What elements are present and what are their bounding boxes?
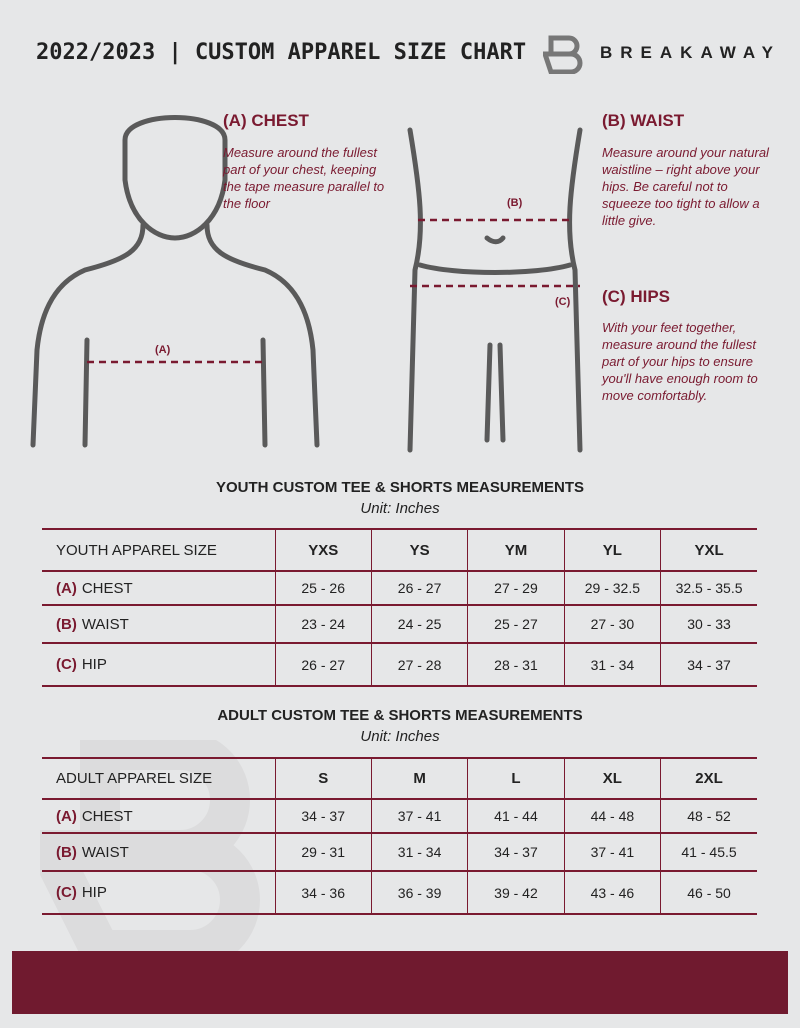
header-cell: ADULT APPAREL SIZE: [42, 757, 275, 800]
size-value: 46 - 50: [660, 870, 757, 915]
body-figures: [30, 115, 583, 453]
table-row: (C) HIP 26 - 27 27 - 28 28 - 31 31 - 34 34 - 3…: [42, 642, 757, 687]
chest-description: Measure around the fullest part of your …: [223, 145, 385, 211]
page-title: 2022/2023 | CUSTOM APPAREL SIZE CHART: [36, 40, 527, 65]
size-value: 36 - 39: [370, 870, 468, 915]
hips-heading: (C) HIPS: [602, 287, 670, 306]
measure-name: WAIST: [81, 843, 129, 861]
hips-marker: (C): [555, 296, 571, 308]
youth-title: YOUTH CUSTOM TEE & SHORTS MEASUREMENTS: [215, 479, 585, 496]
youth-unit: Unit: Inches: [360, 500, 440, 517]
measure-name: HIP: [81, 884, 107, 901]
header-cell: XL: [563, 757, 661, 800]
header-cell: YXS: [274, 528, 372, 572]
size-value: 41 - 45.5: [660, 832, 757, 872]
table-row: (A) CHEST 34 - 37 37 - 41 41 - 44 44 - 48 48 -…: [42, 798, 757, 834]
measure-label: (C) HIP: [42, 642, 275, 687]
measure-name: CHEST: [81, 807, 133, 825]
size-value: 27 - 29: [467, 570, 565, 606]
size-value: 34 - 37: [274, 798, 372, 834]
size-value: 25 - 27: [467, 604, 565, 644]
size-value: 34 - 37: [660, 642, 757, 687]
waist-marker: (B): [507, 197, 523, 209]
brand-name: BREAKAWAY: [600, 43, 781, 62]
measure-label: (A) CHEST: [42, 570, 275, 606]
header-cell: YOUTH APPAREL SIZE: [42, 528, 275, 572]
header-cell: YM: [467, 528, 565, 572]
measure-letter: (B): [56, 843, 77, 861]
table-row: (C) HIP 34 - 36 36 - 39 39 - 42 43 - 46 46 - 5…: [42, 870, 757, 915]
size-value: 31 - 34: [563, 642, 661, 687]
size-value: 37 - 41: [563, 832, 661, 872]
measure-label: (C) HIP: [42, 870, 275, 915]
adult-title: ADULT CUSTOM TEE & SHORTS MEASUREMENTS: [217, 707, 583, 724]
header-cell: 2XL: [660, 757, 757, 800]
measure-name: CHEST: [81, 579, 133, 597]
header-cell: M: [370, 757, 468, 800]
size-value: 30 - 33: [660, 604, 757, 644]
header-cell: YL: [563, 528, 661, 572]
size-value: 28 - 31: [467, 642, 565, 687]
waist-description: Measure around your natural waistline – …: [602, 145, 769, 228]
size-value: 31 - 34: [370, 832, 468, 872]
measure-label: (B) WAIST: [42, 604, 275, 644]
measure-label: (A) CHEST: [42, 798, 275, 834]
adult-unit: Unit: Inches: [360, 728, 440, 745]
waist-heading: (B) WAIST: [602, 111, 685, 130]
size-value: 27 - 30: [563, 604, 661, 644]
table-header-row: ADULT APPAREL SIZE S M L XL 2XL: [42, 757, 757, 800]
size-value: 44 - 48: [563, 798, 661, 834]
table-header-row: YOUTH APPAREL SIZE YXS YS YM YL YXL: [42, 528, 757, 572]
size-value: 34 - 37: [467, 832, 565, 872]
size-value: 32.5 - 35.5: [660, 570, 757, 606]
table-row: (B) WAIST 23 - 24 24 - 25 25 - 27 27 - 30 30 -…: [42, 604, 757, 644]
size-value: 41 - 44: [467, 798, 565, 834]
chest-marker: (A): [155, 344, 171, 356]
measure-letter: (C): [56, 884, 77, 901]
measure-letter: (B): [56, 615, 77, 633]
size-value: 34 - 36: [274, 870, 372, 915]
measure-letter: (A): [56, 579, 77, 597]
header-cell: L: [467, 757, 565, 800]
measure-letter: (C): [56, 656, 77, 673]
size-value: 48 - 52: [660, 798, 757, 834]
size-value: 39 - 42: [467, 870, 565, 915]
measure-label: (B) WAIST: [42, 832, 275, 872]
chest-heading: (A) CHEST: [223, 111, 309, 130]
hips-description: With your feet together, measure around …: [602, 320, 758, 403]
measure-name: WAIST: [81, 615, 129, 633]
header-cell: YS: [370, 528, 468, 572]
size-value: 43 - 46: [563, 870, 661, 915]
size-value: 27 - 28: [370, 642, 468, 687]
measure-letter: (A): [56, 807, 77, 825]
size-value: 25 - 26: [274, 570, 372, 606]
size-value: 23 - 24: [274, 604, 372, 644]
adult-size-table: ADULT APPAREL SIZE S M L XL 2XL (A) CHEST 34 - 3…: [42, 757, 757, 915]
table-row: (A) CHEST 25 - 26 26 - 27 27 - 29 29 - 32.5 32…: [42, 570, 757, 606]
size-value: 24 - 25: [370, 604, 468, 644]
measure-name: HIP: [81, 656, 107, 673]
size-value: 26 - 27: [370, 570, 468, 606]
size-value: 29 - 32.5: [563, 570, 661, 606]
size-value: 26 - 27: [274, 642, 372, 687]
size-value: 37 - 41: [370, 798, 468, 834]
footer-bar: [12, 951, 788, 1014]
header-cell: S: [274, 757, 372, 800]
youth-size-table: YOUTH APPAREL SIZE YXS YS YM YL YXL (A) CHEST 25…: [42, 528, 757, 687]
breakaway-logo-icon: [543, 35, 583, 74]
size-value: 29 - 31: [274, 832, 372, 872]
header-cell: YXL: [660, 528, 757, 572]
table-row: (B) WAIST 29 - 31 31 - 34 34 - 37 37 - 41 41 -…: [42, 832, 757, 872]
